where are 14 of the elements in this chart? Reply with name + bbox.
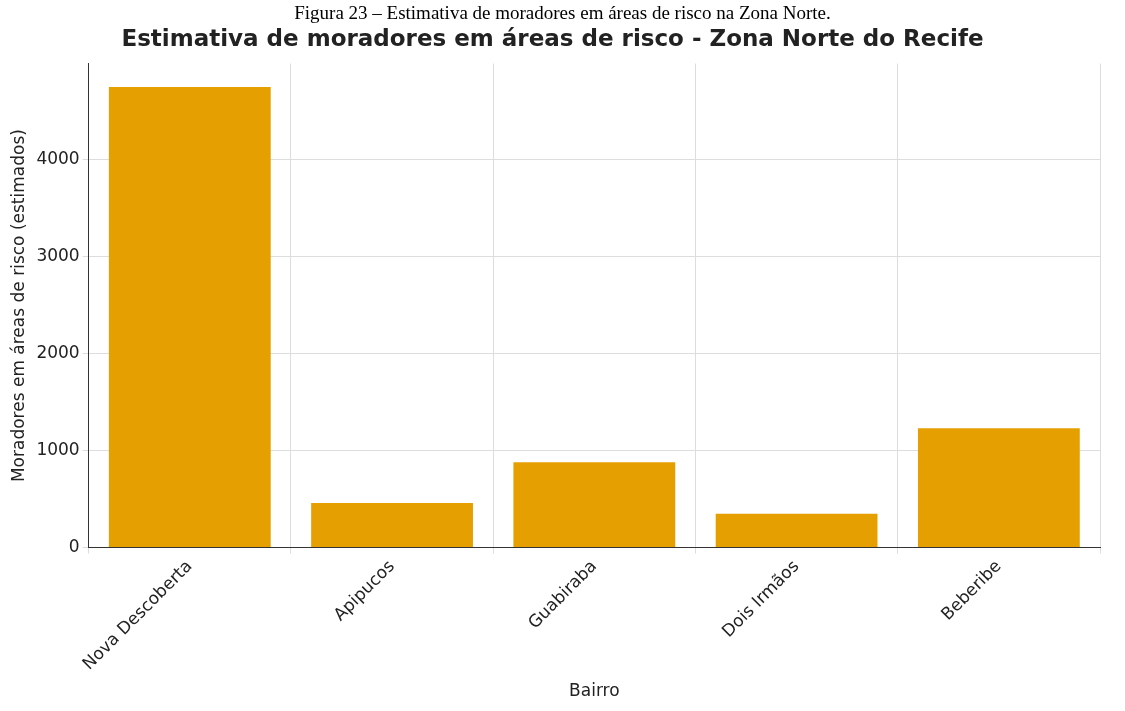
bar	[513, 462, 676, 548]
chart-title: Estimativa de moradores em áreas de risco - Zona Norte do Recife	[121, 24, 984, 51]
y-tick-label: 4000	[36, 148, 80, 169]
text: Figura 23 – Estimativa de moradores em áreas de risco na Zona Norte.	[293, 1, 832, 25]
y-tick-label: 1000	[36, 439, 80, 460]
bar	[311, 502, 473, 548]
y-tick-label: 2000	[36, 342, 80, 363]
y-tick-label: 3000	[36, 245, 80, 266]
x-axis-title: Bairro	[569, 680, 620, 701]
y-axis-title: Moradores em áreas de risco (estimados)	[7, 129, 28, 483]
y-tick-label: 0	[68, 536, 80, 557]
bar	[715, 513, 878, 548]
bar	[108, 86, 271, 548]
bar	[917, 428, 1080, 548]
